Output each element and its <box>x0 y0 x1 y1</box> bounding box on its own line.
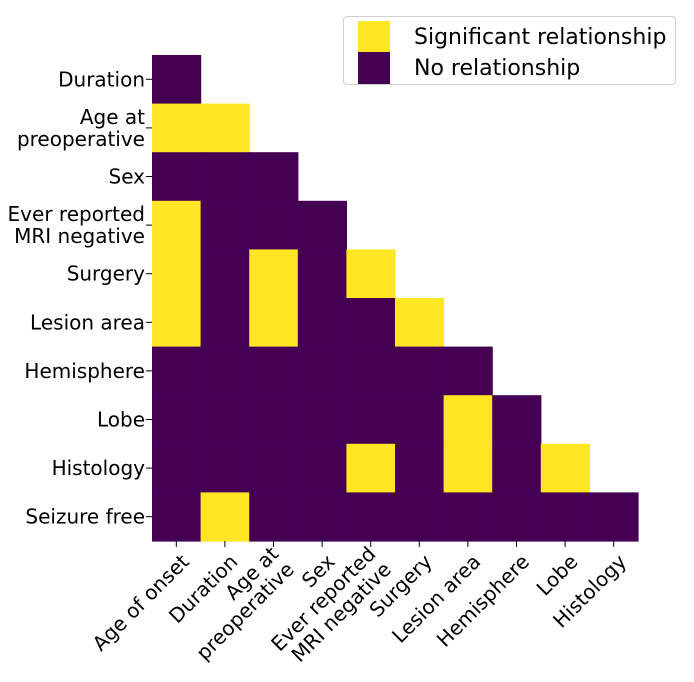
heatmap-cell <box>395 492 445 542</box>
heatmap-cell <box>492 443 542 493</box>
y-tick-label: Surgery <box>67 262 145 286</box>
heatmap-cell <box>200 249 250 299</box>
heatmap-cell <box>200 103 250 153</box>
heatmap-cell <box>249 346 299 396</box>
heatmap-cell <box>297 298 347 348</box>
heatmap-cell <box>346 492 396 542</box>
y-tick-label: Lobe <box>97 408 145 432</box>
legend: Significant relationship No relationship <box>343 16 676 85</box>
heatmap-cell <box>346 298 396 348</box>
heatmap-cell <box>443 443 493 493</box>
heatmap-cell <box>249 152 299 202</box>
heatmap-cell <box>443 492 493 542</box>
heatmap-cell <box>249 298 299 348</box>
heatmap-cell <box>346 346 396 396</box>
heatmap-cell <box>249 443 299 493</box>
legend-item-significant: Significant relationship <box>358 21 666 53</box>
heatmap-cell <box>200 346 250 396</box>
heatmap-cell <box>492 492 542 542</box>
heatmap-cell <box>249 492 299 542</box>
heatmap-cell <box>152 55 202 105</box>
y-tick-label: Duration <box>58 67 145 91</box>
heatmap-cell <box>297 346 347 396</box>
heatmap-cell <box>297 395 347 445</box>
heatmap-cell <box>346 395 396 445</box>
heatmap-cell <box>443 346 493 396</box>
heatmap-cell <box>346 249 396 299</box>
heatmap-cell <box>395 443 445 493</box>
heatmap-cell <box>200 492 250 542</box>
heatmap-cell <box>200 200 250 250</box>
y-tick-label: Hemisphere <box>24 359 145 383</box>
heatmap-cell <box>249 249 299 299</box>
heatmap-cell <box>152 443 202 493</box>
legend-swatch-none <box>358 52 390 84</box>
heatmap-cell <box>346 443 396 493</box>
heatmap-cell <box>152 492 202 542</box>
heatmap-cell <box>395 346 445 396</box>
heatmap-cell <box>540 443 590 493</box>
heatmap-cell <box>152 152 202 202</box>
legend-item-none: No relationship <box>358 52 580 84</box>
heatmap-cell <box>152 200 202 250</box>
heatmap-cell <box>297 492 347 542</box>
y-tick-label: Seizure free <box>25 505 145 529</box>
heatmap-cell <box>200 395 250 445</box>
heatmap-cell <box>492 395 542 445</box>
heatmap-cell <box>152 395 202 445</box>
y-tick-label: Sex <box>109 165 146 189</box>
legend-label-none: No relationship <box>414 55 581 81</box>
heatmap-cell <box>297 249 347 299</box>
heatmap-cell <box>249 200 299 250</box>
heatmap-cell <box>200 443 250 493</box>
heatmap-cell <box>395 298 445 348</box>
y-tick-label: Ever reported MRI negative <box>8 202 145 248</box>
heatmap-cell <box>152 346 202 396</box>
y-tick-label: Age at preoperative <box>17 105 145 151</box>
y-tick-label: Lesion area <box>30 310 145 334</box>
heatmap-cell <box>152 249 202 299</box>
heatmap-cell <box>589 492 639 542</box>
heatmap-cell <box>152 103 202 153</box>
heatmap-cell <box>540 492 590 542</box>
legend-swatch-significant <box>358 21 390 53</box>
heatmap-cell <box>297 443 347 493</box>
heatmap-cell <box>200 298 250 348</box>
heatmap-cell <box>297 200 347 250</box>
y-tick-label: Histology <box>52 456 146 480</box>
heatmap-cell <box>249 395 299 445</box>
heatmap-cell <box>152 298 202 348</box>
legend-label-significant: Significant relationship <box>414 24 667 50</box>
heatmap-cell <box>395 395 445 445</box>
heatmap-cell <box>200 152 250 202</box>
heatmap-cell <box>443 395 493 445</box>
